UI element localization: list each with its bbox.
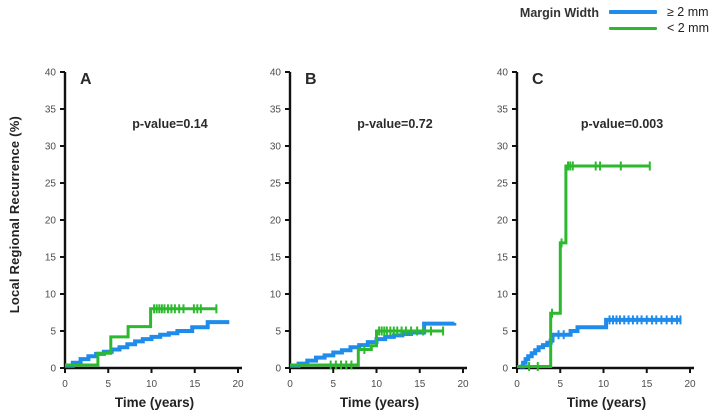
y-tick-label: 40 [497, 68, 509, 79]
y-tick-label: 25 [270, 179, 282, 190]
y-tick-label: 0 [502, 364, 508, 375]
legend-label-lt-2mm: < 2 mm [666, 21, 709, 35]
y-tick-label: 20 [45, 216, 57, 227]
x-tick-label: 20 [457, 379, 469, 390]
y-tick-label: 10 [45, 290, 57, 301]
x-axis-title: Time (years) [115, 395, 194, 410]
y-tick-label: 35 [497, 105, 509, 116]
legend: Margin Width ≥ 2 mm < 2 mm [520, 5, 709, 35]
series-curve-lt-2mm [65, 307, 218, 367]
x-axis-title: Time (years) [567, 395, 646, 410]
y-tick-label: 10 [497, 290, 509, 301]
y-tick-label: 5 [275, 327, 281, 338]
x-tick-label: 5 [330, 379, 336, 390]
y-tick-label: 25 [45, 179, 57, 190]
panel-C-chart: 0 5 10 15 20 25 30 35 40 0 5 10 15 20 Time (years) Cp-v… [497, 68, 696, 411]
y-tick-label: 40 [45, 68, 57, 79]
series-curve-ge-2mm [519, 317, 682, 369]
panel-letter: B [305, 71, 317, 88]
y-tick-label: 0 [50, 364, 56, 375]
y-tick-label: 40 [270, 68, 282, 79]
x-tick-label: 10 [598, 379, 610, 390]
legend-line-ge-2mm-icon [608, 10, 657, 14]
x-tick-label: 20 [684, 379, 696, 390]
y-tick-label: 35 [270, 105, 282, 116]
y-tick-label: 20 [497, 216, 509, 227]
panel-letter: C [532, 71, 544, 88]
series-curve-ge-2mm [65, 320, 230, 368]
y-tick-label: 15 [45, 253, 57, 264]
x-tick-label: 10 [371, 379, 383, 390]
x-tick-label: 5 [105, 379, 111, 390]
x-tick-label: 15 [414, 379, 426, 390]
y-tick-label: 0 [275, 364, 281, 375]
x-tick-label: 5 [557, 379, 563, 390]
p-value-label: p-value=0.72 [357, 117, 432, 131]
x-tick-label: 10 [146, 379, 158, 390]
x-tick-label: 20 [232, 379, 244, 390]
panel-letter: A [80, 71, 92, 88]
p-value-label: p-value=0.003 [581, 117, 663, 131]
series-curve-ge-2mm [290, 321, 457, 368]
series-curve-lt-2mm [290, 329, 444, 367]
x-axis-title: Time (years) [340, 395, 419, 410]
y-tick-label: 10 [270, 290, 282, 301]
y-tick-label: 30 [497, 142, 509, 153]
y-tick-label: 15 [270, 253, 282, 264]
x-tick-label: 0 [287, 379, 293, 390]
legend-label-ge-2mm: ≥ 2 mm [666, 5, 709, 19]
p-value-label: p-value=0.14 [132, 117, 207, 131]
y-tick-label: 5 [50, 327, 56, 338]
y-tick-label: 20 [270, 216, 282, 227]
legend-line-lt-2mm-icon [608, 26, 657, 30]
y-tick-label: 30 [270, 142, 282, 153]
x-tick-label: 0 [514, 379, 520, 390]
panel-A-chart: 0 5 10 15 20 25 30 35 40 0 5 10 15 20 Time (years) Ap-v… [45, 68, 244, 411]
legend-entries: ≥ 2 mm < 2 mm [608, 5, 709, 35]
legend-title: Margin Width [519, 6, 599, 20]
y-tick-label: 15 [497, 253, 509, 264]
y-tick-label: 5 [502, 327, 508, 338]
y-tick-label: 25 [497, 179, 509, 190]
x-tick-label: 15 [189, 379, 201, 390]
legend-row-ge-2mm: ≥ 2 mm [608, 5, 709, 19]
x-tick-label: 0 [62, 379, 68, 390]
x-tick-label: 15 [641, 379, 653, 390]
y-tick-label: 35 [45, 105, 57, 116]
series-curve-lt-2mm [517, 164, 651, 368]
panel-B-chart: 0 5 10 15 20 25 30 35 40 0 5 10 15 20 Time (years) Bp-v… [270, 68, 469, 411]
legend-row-lt-2mm: < 2 mm [608, 21, 709, 35]
y-tick-label: 30 [45, 142, 57, 153]
